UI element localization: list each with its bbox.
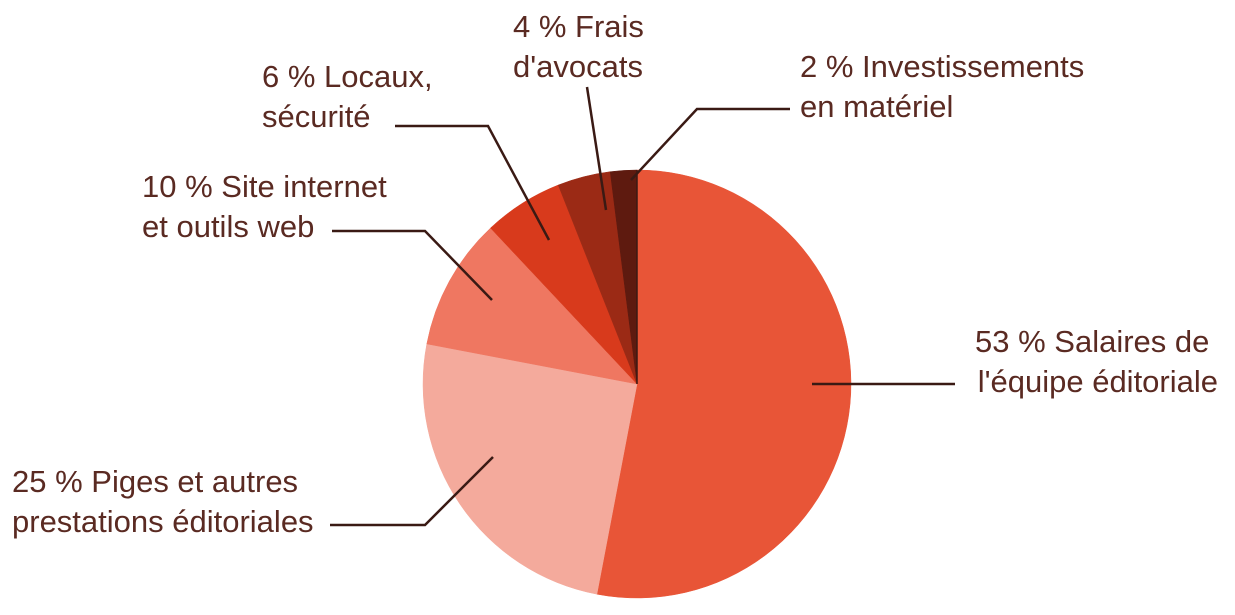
leader-line-site-internet [332,229,493,301]
slice-label-piges: 25 % Piges et autres prestations éditori… [12,464,314,539]
slice-label-investissements: 2 % Investissements en matériel [800,49,1093,124]
slice-label-salaires: 53 % Salaires de l'équipe éditoriale [975,324,1218,399]
leader-line-frais-avocats [585,86,608,211]
pie-slices [422,169,852,599]
slice-label-salaires-line-2: l'équipe éditoriale [978,364,1218,399]
slice-label-salaires-line-1: 53 % Salaires de [975,324,1209,359]
slice-label-site-internet: 10 % Site internet et outils web [142,169,395,244]
slice-label-frais-avocats-line-2: d'avocats [513,49,643,84]
leader-line-piges [330,456,494,527]
pie-slice-salaires [596,169,852,599]
slice-label-locaux-line-1: 6 % Locaux, [262,59,433,94]
leader-line-investissements [630,107,790,181]
slice-label-piges-line-1: 25 % Piges et autres [12,464,298,499]
slice-label-locaux: 6 % Locaux, sécurité [262,59,441,134]
pie-slice-site-internet [426,227,638,385]
slice-label-investissements-line-2: en matériel [800,89,953,124]
leader-lines [330,86,955,527]
slice-label-frais-avocats: 4 % Frais d'avocats [513,9,653,84]
slice-label-locaux-line-2: sécurité [262,99,371,134]
slice-labels: 53 % Salaires de l'équipe éditoriale 25 … [12,9,1218,539]
slice-label-piges-line-2: prestations éditoriales [12,504,314,539]
leader-line-locaux [395,124,551,241]
slice-label-investissements-line-1: 2 % Investissements [800,49,1084,84]
slice-label-frais-avocats-line-1: 4 % Frais [513,9,644,44]
slice-label-site-internet-line-1: 10 % Site internet [142,169,387,204]
slice-label-site-internet-line-2: et outils web [142,209,314,244]
pie-slice-piges [422,343,638,595]
